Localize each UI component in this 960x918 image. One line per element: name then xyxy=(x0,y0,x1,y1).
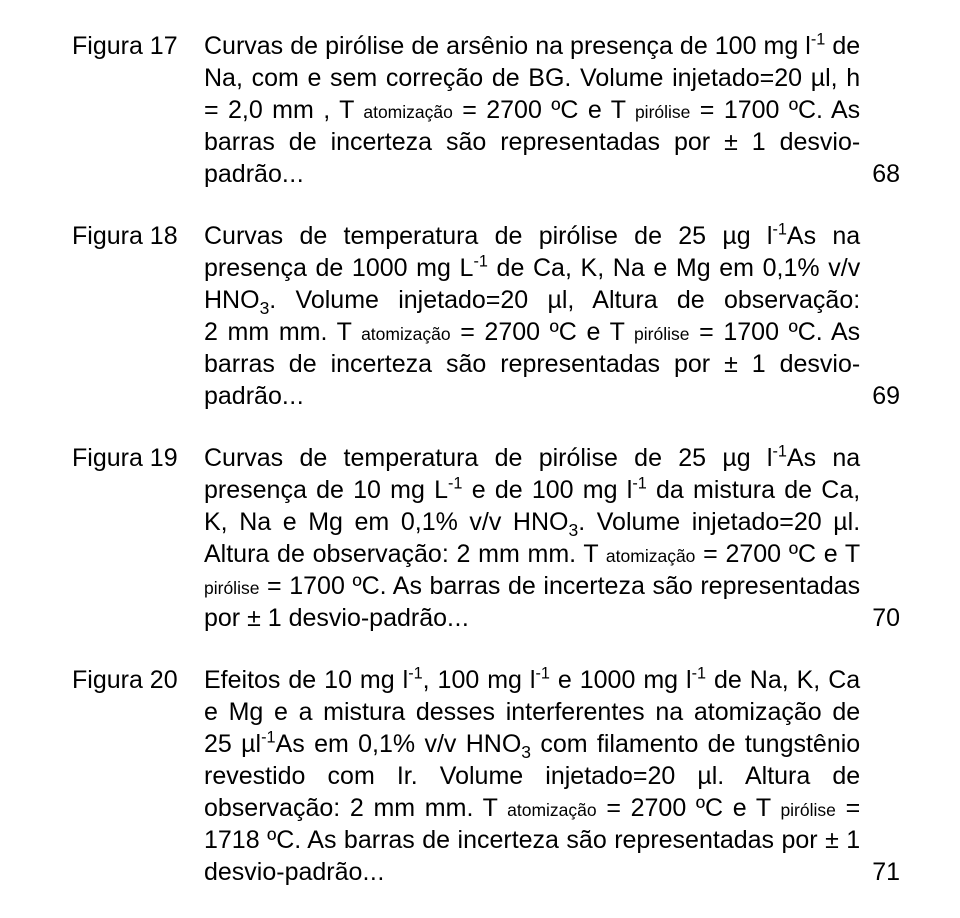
figure-description: Curvas de temperatura de pirólise de 25 … xyxy=(204,442,860,634)
page: Figura 17 Curvas de pirólise de arsênio … xyxy=(0,0,960,918)
figure-description: Curvas de temperatura de pirólise de 25 … xyxy=(204,220,860,412)
figure-page-number: 71 xyxy=(872,856,900,888)
figure-label: Figura 18 xyxy=(72,220,204,252)
figure-entry: Figura 17 Curvas de pirólise de arsênio … xyxy=(72,30,900,190)
figure-page-number: 68 xyxy=(872,158,900,190)
figure-description: Curvas de pirólise de arsênio na presenç… xyxy=(204,30,860,190)
figure-page-number: 70 xyxy=(872,602,900,634)
figure-description-column: Efeitos de 10 mg l-1, 100 mg l-1 e 1000 … xyxy=(204,664,900,888)
figure-description-column: Curvas de temperatura de pirólise de 25 … xyxy=(204,220,900,412)
figure-entry: Figura 18 Curvas de temperatura de piról… xyxy=(72,220,900,412)
figure-description-column: Curvas de temperatura de pirólise de 25 … xyxy=(204,442,900,634)
figure-description-column: Curvas de pirólise de arsênio na presenç… xyxy=(204,30,900,190)
figure-page-number: 69 xyxy=(872,380,900,412)
figure-entry: Figura 19 Curvas de temperatura de piról… xyxy=(72,442,900,634)
figure-entry: Figura 20 Efeitos de 10 mg l-1, 100 mg l… xyxy=(72,664,900,888)
figure-label: Figura 19 xyxy=(72,442,204,474)
figure-description: Efeitos de 10 mg l-1, 100 mg l-1 e 1000 … xyxy=(204,664,860,888)
figure-label: Figura 17 xyxy=(72,30,204,62)
figure-label: Figura 20 xyxy=(72,664,204,696)
